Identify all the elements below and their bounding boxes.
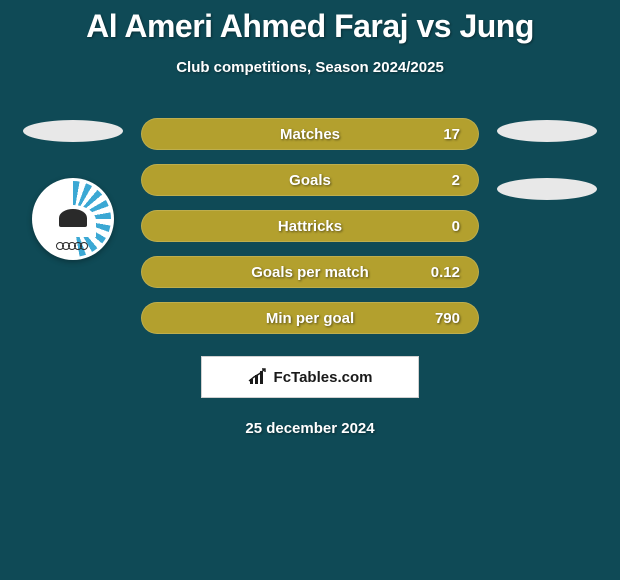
main-row: Matches 17 Goals 2 Hattricks 0 Goals per… [0, 118, 620, 334]
club-badge-icon [32, 178, 114, 260]
page-title: Al Ameri Ahmed Faraj vs Jung [0, 8, 620, 45]
stats-column: Matches 17 Goals 2 Hattricks 0 Goals per… [141, 118, 479, 334]
club-badge-placeholder [497, 178, 597, 200]
stat-bar-goals: Goals 2 [141, 164, 479, 196]
player-photo-placeholder [23, 120, 123, 142]
stat-bar-min-per-goal: Min per goal 790 [141, 302, 479, 334]
comparison-card: Al Ameri Ahmed Faraj vs Jung Club compet… [0, 0, 620, 437]
stat-value: 790 [435, 310, 460, 327]
player-photo-placeholder [497, 120, 597, 142]
stat-label: Goals [289, 172, 331, 189]
stat-label: Goals per match [251, 264, 369, 281]
stat-value: 0 [452, 218, 460, 235]
right-player-column [497, 118, 597, 200]
brand-link[interactable]: FcTables.com [201, 356, 419, 398]
stat-bar-goals-per-match: Goals per match 0.12 [141, 256, 479, 288]
stat-bar-matches: Matches 17 [141, 118, 479, 150]
stat-value: 0.12 [431, 264, 460, 281]
stat-value: 17 [443, 126, 460, 143]
stat-label: Min per goal [266, 310, 354, 327]
snapshot-date: 25 december 2024 [0, 420, 620, 437]
left-player-column [23, 118, 123, 260]
bar-chart-icon [248, 368, 268, 386]
stat-bar-hattricks: Hattricks 0 [141, 210, 479, 242]
stat-label: Matches [280, 126, 340, 143]
stat-value: 2 [452, 172, 460, 189]
stat-label: Hattricks [278, 218, 342, 235]
season-subtitle: Club competitions, Season 2024/2025 [0, 59, 620, 76]
brand-name: FcTables.com [274, 369, 373, 386]
